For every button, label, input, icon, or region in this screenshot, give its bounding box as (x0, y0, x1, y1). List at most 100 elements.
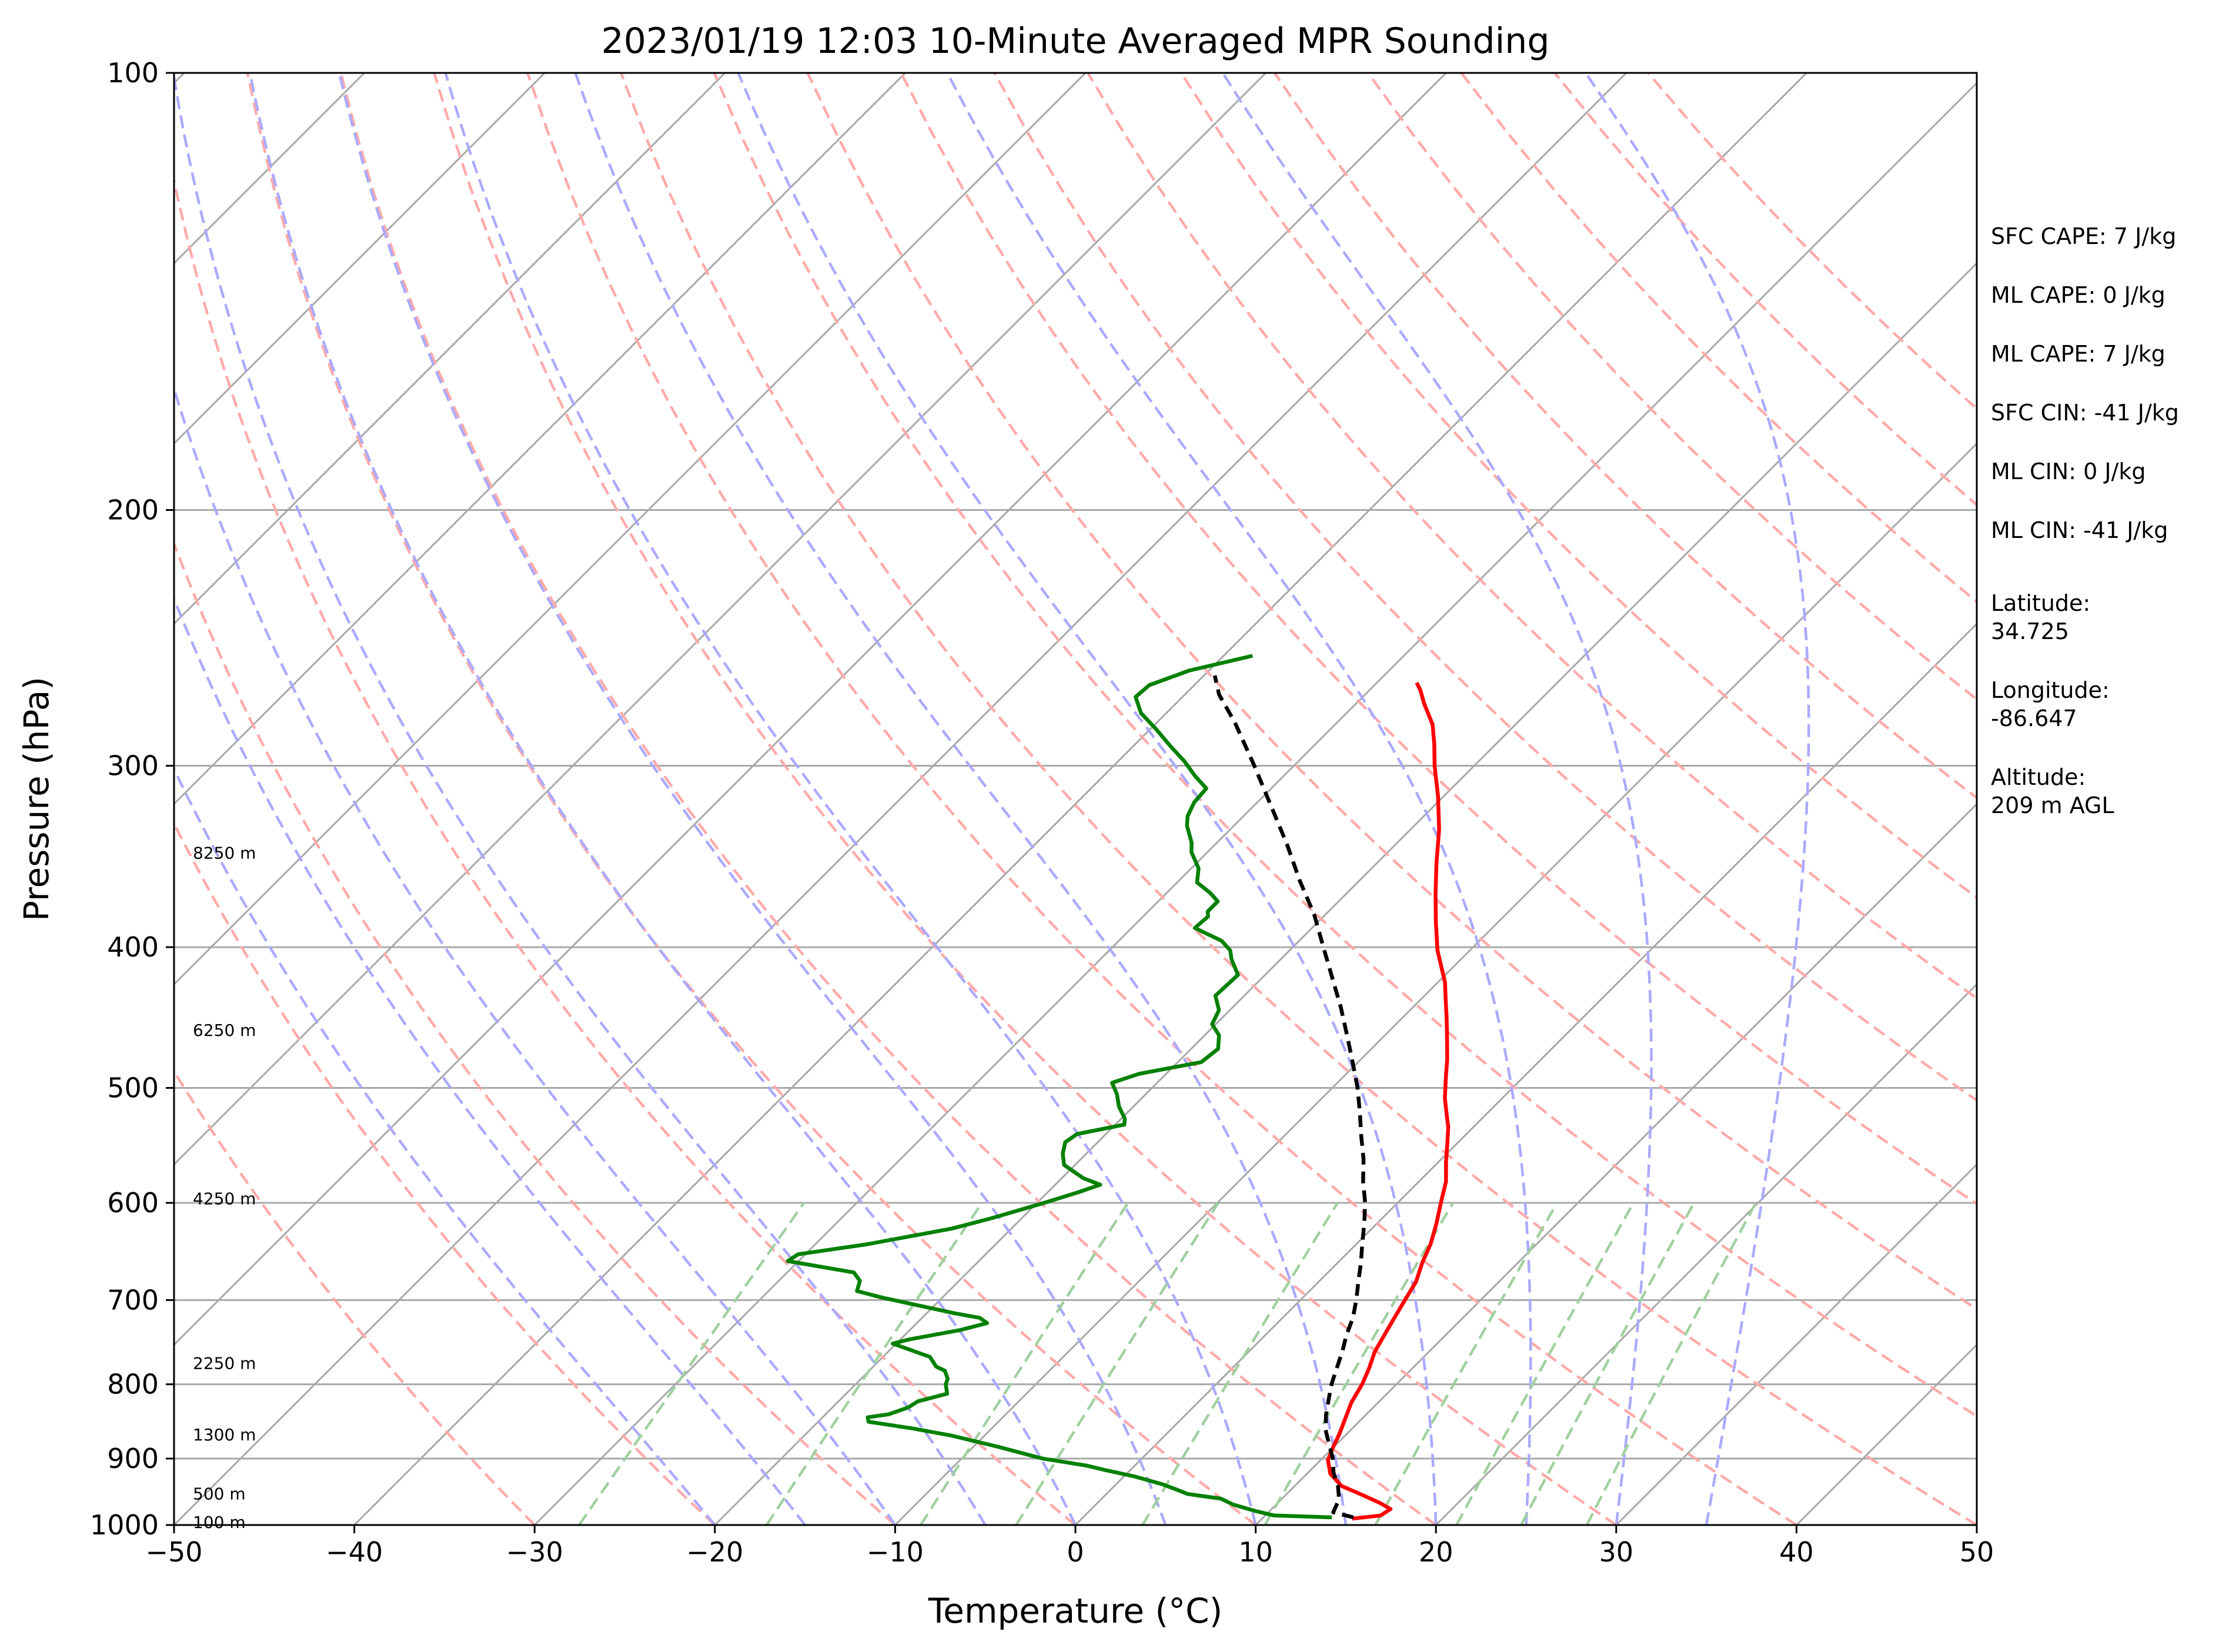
height-label: 2250 m (193, 1354, 256, 1373)
dry-adiabat-0 (174, 174, 1077, 1525)
mixing-ratio-25 (1585, 1202, 1757, 1525)
height-labels: 100 m 500 m 1300 m 2250 m 4250 m 6250 m 8250 m (193, 843, 256, 1531)
dry-adiabat--10 (174, 540, 896, 1525)
annotation-latitude: Latitude: 34.725 (1991, 590, 2090, 644)
x-axis: −50 −40 −30 −20 −10 0 10 20 30 40 50 (145, 1525, 1994, 1568)
isotherm--20 (714, 262, 1977, 1525)
dry-adiabat-20 (339, 73, 1437, 1525)
height-label: 500 m (193, 1484, 246, 1503)
x-tick-label: 0 (1067, 1536, 1084, 1568)
height-label: 1300 m (193, 1425, 256, 1444)
background-lines (174, 73, 1977, 1525)
y-axis-label: Pressure (hPa) (16, 677, 56, 921)
mixing-ratio-12 (1374, 1202, 1559, 1525)
height-label: 8250 m (193, 843, 256, 862)
isotherm--80 (174, 73, 1087, 986)
x-tick-label: −20 (686, 1536, 743, 1568)
annotation-ml-cape-1: ML CAPE: 0 J/kg (1991, 282, 2165, 308)
y-tick-label: 300 (107, 750, 159, 781)
dry-adiabat-120 (1273, 73, 1977, 800)
moist-adiabat-35 (1584, 73, 1810, 1525)
height-label: 4250 m (193, 1189, 256, 1209)
y-tick-label: 600 (107, 1187, 159, 1219)
x-tick-label: 40 (1779, 1536, 1814, 1568)
x-tick-label: 20 (1419, 1536, 1453, 1568)
y-tick-label: 900 (107, 1443, 159, 1474)
y-tick-label: 500 (107, 1072, 159, 1103)
dry-adiabat-80 (900, 73, 1977, 1206)
isotherm--100 (174, 73, 726, 626)
y-axis: 1000 900 800 700 600 500 400 300 200 100 (90, 57, 174, 1541)
isotherm--70 (174, 73, 1266, 1166)
isotherm-30 (1615, 1163, 1977, 1525)
moist-adiabat-5 (337, 73, 1167, 1525)
mixing-ratio-2 (919, 1202, 1129, 1525)
mixing-ratio-3 (1015, 1202, 1219, 1525)
y-tick-label: 700 (107, 1284, 159, 1316)
annotation-sfc-cin: SFC CIN: -41 J/kg (1991, 400, 2179, 426)
height-label: 100 m (193, 1513, 246, 1532)
mixing-ratio-5 (1141, 1202, 1339, 1525)
dry-adiabat--20 (174, 820, 716, 1525)
dry-adiabat-10 (246, 73, 1256, 1525)
annotation-ml-cin-2: ML CIN: -41 J/kg (1991, 517, 2168, 543)
x-tick-label: −10 (867, 1536, 924, 1568)
dewpoint-line (786, 654, 1332, 1520)
moist-adiabat--20 (174, 766, 716, 1525)
x-tick-label: 30 (1599, 1536, 1634, 1568)
isotherm--50 (174, 73, 1628, 1525)
isotherm--40 (353, 73, 1807, 1525)
moist-adiabat-30 (1221, 73, 1653, 1525)
annotation-longitude: Longitude: -86.647 (1991, 677, 2110, 731)
y-tick-label: 200 (107, 494, 159, 526)
moist-adiabat-15 (574, 73, 1348, 1525)
isotherm--10 (894, 442, 1977, 1525)
isotherm-20 (1435, 983, 1977, 1525)
moist-adiabat-25 (946, 73, 1532, 1525)
y-tick-label: 400 (107, 931, 159, 963)
dry-adiabat-40 (526, 73, 1797, 1525)
mixing-ratio-20 (1520, 1202, 1696, 1525)
sounding-lines (786, 654, 1451, 1521)
dry-adiabat-70 (806, 73, 1977, 1311)
mixing-ratio-8 (1264, 1202, 1455, 1525)
mixing-ratio-0.4 (578, 1202, 806, 1525)
dry-adiabat-50 (620, 73, 1977, 1525)
parcel-line (1212, 675, 1368, 1520)
height-label: 6250 m (193, 1021, 256, 1040)
y-tick-label: 1000 (90, 1509, 159, 1541)
moist-adiabat-20 (737, 73, 1438, 1525)
moist-adiabat-0 (248, 73, 1077, 1525)
moist-adiabat--10 (174, 384, 897, 1525)
dry-adiabat-60 (713, 73, 1977, 1418)
dry-adiabat-90 (993, 73, 1977, 1102)
x-tick-label: 10 (1238, 1536, 1273, 1568)
x-tick-label: −30 (506, 1536, 563, 1568)
moist-adiabat--15 (174, 595, 806, 1525)
dry-adiabat-30 (433, 73, 1618, 1525)
annotation-ml-cin-1: ML CIN: 0 J/kg (1991, 459, 2146, 484)
isotherm-0 (1074, 622, 1977, 1525)
dry-adiabat-100 (1087, 73, 1977, 1000)
isotherm--90 (174, 73, 906, 805)
dry-adiabat--30 (174, 1069, 536, 1525)
x-tick-label: −40 (326, 1536, 383, 1568)
mixing-ratio-16 (1455, 1202, 1635, 1525)
x-axis-label: Temperature (°C) (928, 1591, 1223, 1631)
moist-adiabat-10 (444, 73, 1257, 1525)
sounding-parameters: SFC CAPE: 7 J/kg ML CAPE: 0 J/kg ML CAPE: … (1991, 223, 2179, 818)
annotation-altitude: Altitude: 209 m AGL (1991, 764, 2114, 818)
x-tick-label: 50 (1960, 1536, 1994, 1568)
isotherm-10 (1255, 802, 1977, 1525)
isotherm--110 (174, 73, 546, 445)
y-tick-label: 100 (107, 57, 159, 89)
x-tick-label: −50 (145, 1536, 202, 1568)
moist-adiabat--5 (174, 73, 987, 1525)
annotation-ml-cape-2: ML CAPE: 7 J/kg (1991, 341, 2165, 367)
isotherm--30 (534, 82, 1977, 1525)
y-tick-label: 800 (107, 1369, 159, 1400)
annotation-sfc-cape: SFC CAPE: 7 J/kg (1991, 223, 2176, 249)
isotherm--60 (174, 73, 1447, 1346)
